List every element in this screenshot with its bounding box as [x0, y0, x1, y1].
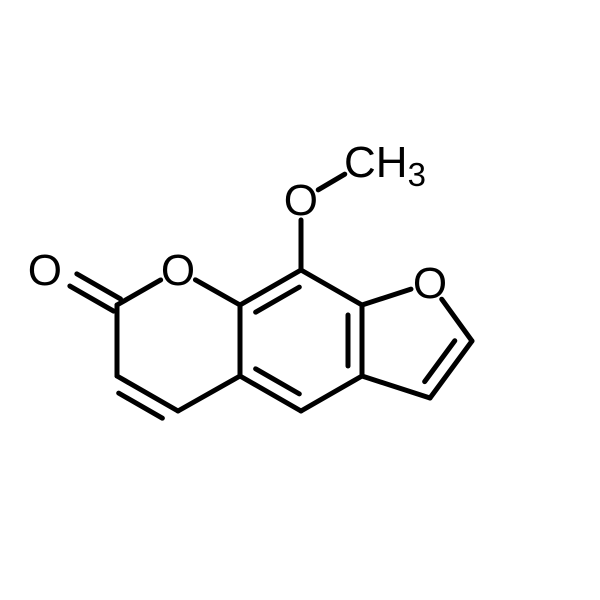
bond	[301, 376, 362, 411]
bond	[117, 280, 161, 305]
chemical-structure: O O O O CH3	[0, 0, 600, 600]
atom-label: O	[284, 176, 318, 225]
bond	[240, 270, 301, 305]
atom-label: O	[413, 259, 447, 308]
bond	[318, 174, 345, 190]
bond	[178, 376, 240, 411]
atom-label: CH3	[344, 138, 426, 193]
bond	[240, 376, 301, 411]
bond	[362, 376, 430, 398]
atom-label: O	[161, 246, 195, 295]
bond	[195, 280, 240, 305]
bond	[117, 376, 178, 411]
bond	[425, 341, 455, 382]
bond	[301, 270, 362, 305]
atom-label: O	[28, 246, 62, 295]
bond	[362, 289, 411, 305]
